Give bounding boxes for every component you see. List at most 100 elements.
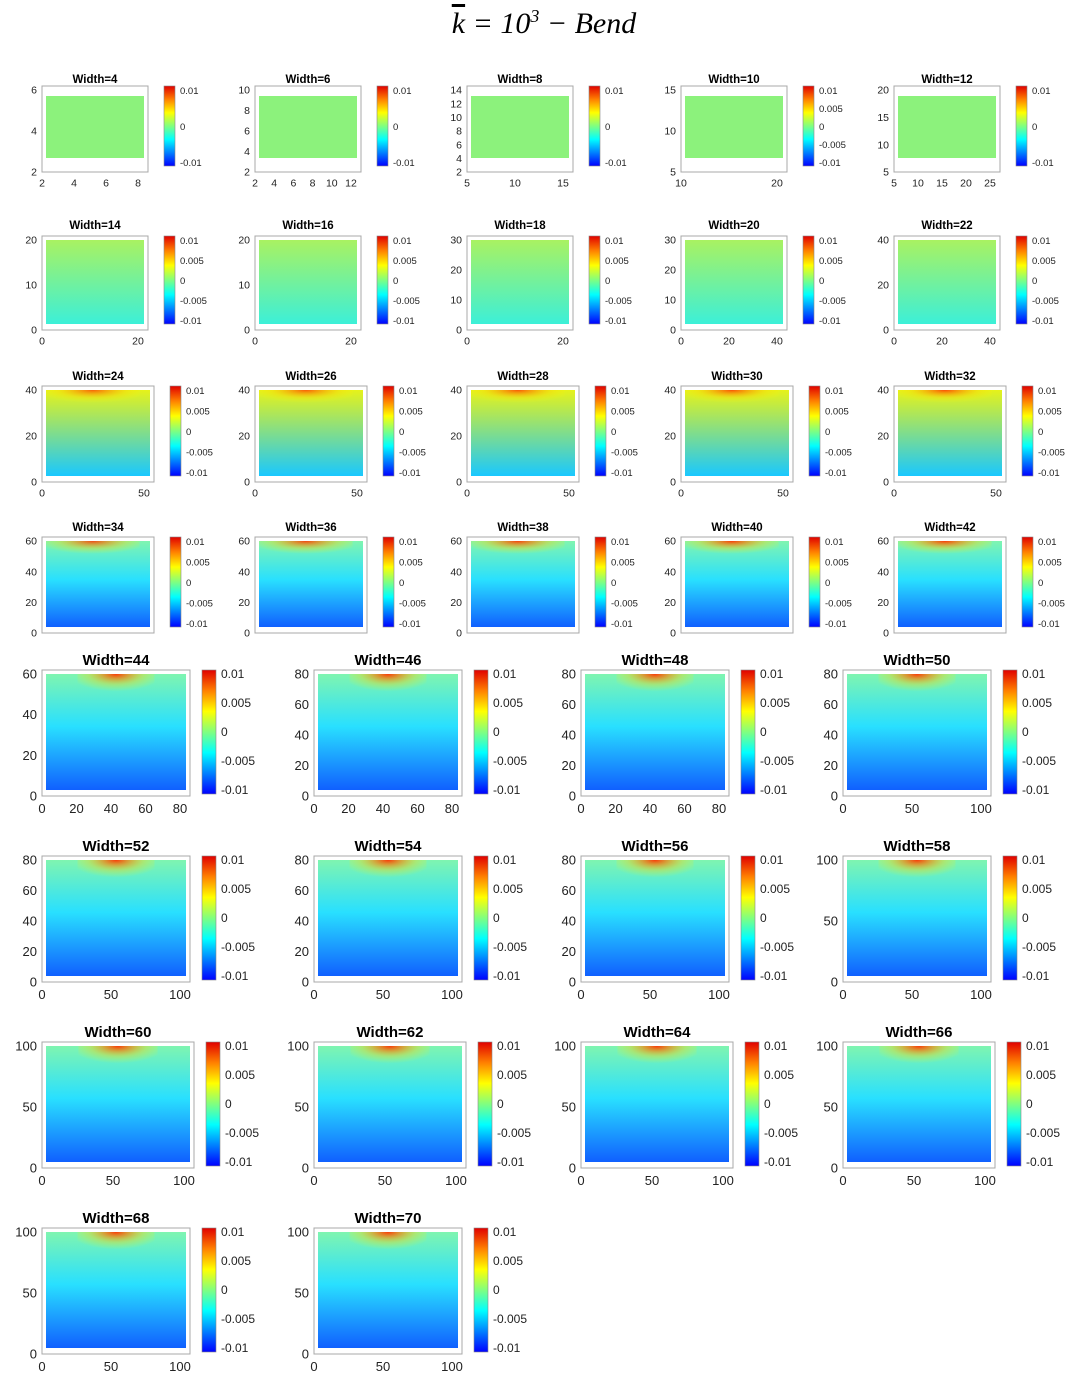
colorbar-tick-label: -0.005 xyxy=(825,448,852,459)
y-tick-label: 80 xyxy=(562,667,576,682)
y-tick-label: 50 xyxy=(824,914,838,929)
colorbar-tick-label: 0.005 xyxy=(497,1068,527,1082)
subplot-13: Width=28 0 20 40 0 50 0.01 0.005 0 -0.005 -0.01 xyxy=(450,371,638,500)
colorbar-tick-label: 0 xyxy=(760,911,767,925)
heat-field xyxy=(685,96,783,158)
hot-region xyxy=(617,1046,697,1075)
colorbar xyxy=(376,85,389,167)
y-tick-label: 15 xyxy=(877,112,889,124)
colorbar-tick-label: 0 xyxy=(1022,911,1029,925)
subplot-32: Width=66 0 50 100 0 50 100 0.01 0.005 0 -0.005 -0.0… xyxy=(816,1024,1060,1188)
x-tick-label: 2 xyxy=(252,178,258,190)
colorbar-tick-label: 0.01 xyxy=(1026,1039,1050,1053)
colorbar-tick-label: 0.005 xyxy=(493,1254,523,1268)
x-tick-label: 50 xyxy=(104,987,118,1002)
colorbar xyxy=(1002,669,1018,795)
heat-field xyxy=(259,240,357,324)
y-tick-label: 8 xyxy=(456,126,462,138)
y-tick-label: 20 xyxy=(877,85,889,97)
y-tick-label: 50 xyxy=(295,1100,309,1115)
y-tick-label: 6 xyxy=(456,139,462,151)
hot-region xyxy=(259,541,353,563)
colorbar xyxy=(588,85,601,167)
y-tick-label: 10 xyxy=(238,85,250,97)
colorbar-tick-label: -0.01 xyxy=(221,969,249,983)
colorbar-tick-label: -0.01 xyxy=(825,619,847,630)
subplot-title: Width=44 xyxy=(83,652,151,669)
y-tick-label: 60 xyxy=(238,536,250,548)
y-tick-label: 20 xyxy=(23,944,37,959)
colorbar-tick-label: 0 xyxy=(1026,1097,1033,1111)
y-tick-label: 40 xyxy=(450,566,462,578)
x-tick-label: 100 xyxy=(441,987,463,1002)
colorbar xyxy=(740,855,756,981)
subplot-title: Width=54 xyxy=(355,838,423,855)
y-tick-label: 40 xyxy=(824,728,838,743)
heat-field xyxy=(898,240,996,324)
x-tick-label: 80 xyxy=(445,801,459,816)
heat-field xyxy=(259,96,357,158)
colorbar-tick-label: 0 xyxy=(497,1097,504,1111)
colorbar-tick-label: 0.005 xyxy=(819,104,843,115)
colorbar xyxy=(594,536,607,628)
x-tick-label: 0 xyxy=(891,336,897,348)
colorbar-tick-label: 0 xyxy=(225,1097,232,1111)
y-tick-label: 0 xyxy=(30,789,37,804)
x-tick-label: 0 xyxy=(38,1173,45,1188)
x-tick-label: 0 xyxy=(839,801,846,816)
y-tick-label: 40 xyxy=(23,914,37,929)
subplot-20: Width=42 0 20 40 60 0.01 0.005 0 -0.005 -0.01 xyxy=(877,522,1065,640)
colorbar-tick-label: -0.01 xyxy=(225,1155,253,1169)
colorbar-tick-label: -0.01 xyxy=(186,619,208,630)
y-tick-label: 20 xyxy=(877,431,889,443)
y-tick-label: 20 xyxy=(877,280,889,292)
y-tick-label: 40 xyxy=(877,566,889,578)
colorbar-tick-label: -0.005 xyxy=(1038,448,1065,459)
subplot-10: Width=22 0 20 40 0 20 40 0.01 0.005 0 -0.005 -0.01 xyxy=(877,220,1059,348)
colorbar xyxy=(382,536,395,628)
subplot-title: Width=32 xyxy=(924,371,975,383)
x-tick-label: 100 xyxy=(970,801,992,816)
subplot-title: Width=56 xyxy=(622,838,689,855)
y-tick-label: 30 xyxy=(664,235,676,247)
y-tick-label: 0 xyxy=(883,477,889,489)
subplot-18: Width=38 0 20 40 60 0.01 0.005 0 -0.005 -0.01 xyxy=(450,522,638,640)
x-tick-label: 20 xyxy=(69,801,83,816)
x-tick-label: 0 xyxy=(310,1359,317,1374)
colorbar-tick-label: -0.01 xyxy=(221,783,249,797)
hot-region xyxy=(685,390,779,412)
colorbar-tick-label: 0.01 xyxy=(1032,236,1051,247)
colorbar-tick-label: 0.005 xyxy=(1022,696,1052,710)
x-tick-label: 40 xyxy=(771,336,783,348)
colorbar-tick-label: 0.01 xyxy=(764,1039,788,1053)
y-tick-label: 2 xyxy=(31,167,37,179)
colorbar-tick-label: 0 xyxy=(1032,276,1037,287)
colorbar-tick-label: -0.01 xyxy=(760,969,788,983)
colorbar-tick-label: -0.01 xyxy=(605,316,627,327)
colorbar-tick-label: 0.01 xyxy=(493,1225,517,1239)
colorbar-tick-label: 0.01 xyxy=(221,853,245,867)
colorbar-tick-label: 0.01 xyxy=(825,386,844,397)
colorbar xyxy=(744,1041,760,1167)
x-tick-label: 20 xyxy=(608,801,622,816)
colorbar-tick-label: 0 xyxy=(611,427,616,438)
y-tick-label: 0 xyxy=(831,1161,838,1176)
colorbar xyxy=(382,385,395,477)
colorbar-tick-label: 0 xyxy=(1022,725,1029,739)
colorbar-tick-label: 0.01 xyxy=(186,537,205,548)
y-tick-label: 40 xyxy=(562,914,576,929)
colorbar-tick-label: 0.005 xyxy=(1022,882,1052,896)
x-tick-label: 0 xyxy=(678,336,684,348)
y-tick-label: 0 xyxy=(569,789,576,804)
hot-region xyxy=(616,860,694,889)
subplot-title: Width=6 xyxy=(286,74,331,86)
y-tick-label: 0 xyxy=(31,628,37,640)
colorbar-tick-label: -0.01 xyxy=(180,316,202,327)
colorbar xyxy=(477,1041,493,1167)
hot-region xyxy=(259,390,353,412)
y-tick-label: 50 xyxy=(23,1286,37,1301)
y-tick-label: 0 xyxy=(302,975,309,990)
y-tick-label: 60 xyxy=(25,536,37,548)
hot-region xyxy=(46,541,140,563)
colorbar-tick-label: -0.01 xyxy=(819,158,841,169)
